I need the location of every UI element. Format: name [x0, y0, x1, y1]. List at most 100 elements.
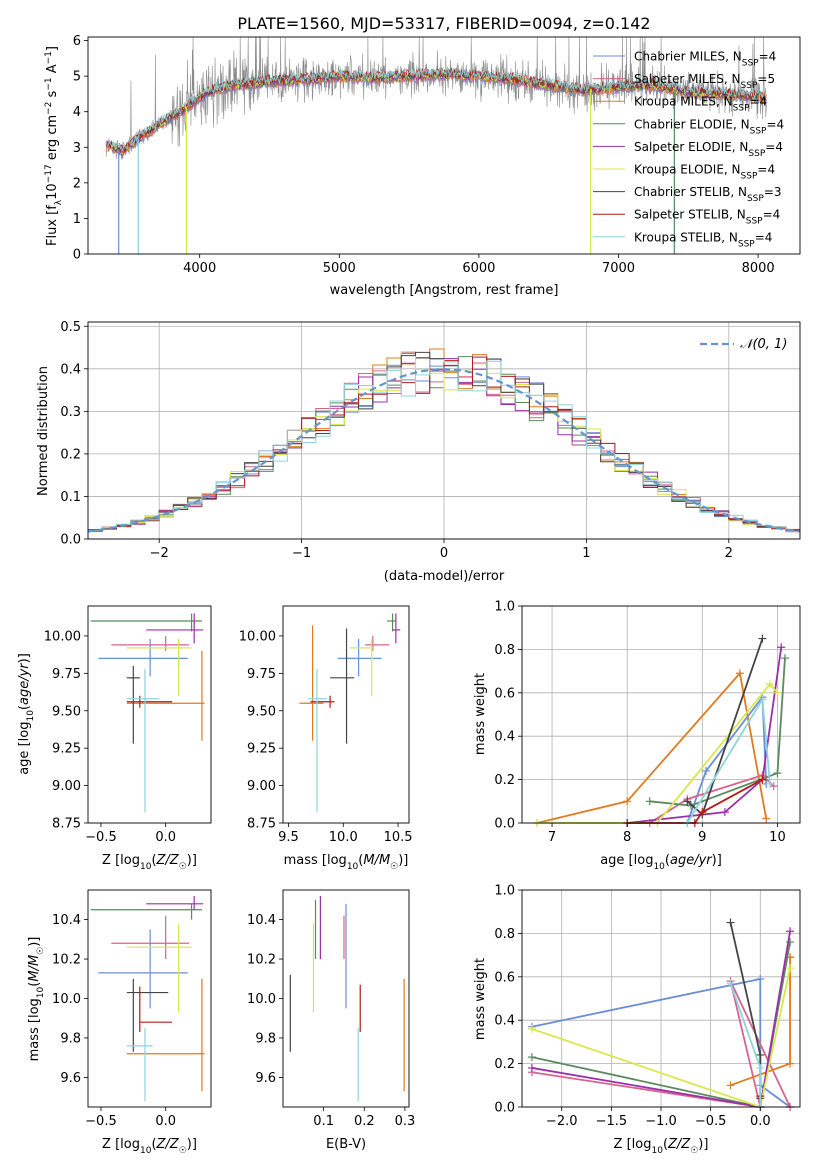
weight-point — [758, 695, 767, 704]
label-part: −2 — [44, 102, 54, 115]
model-line — [105, 66, 767, 152]
label-part: 10 — [140, 1146, 152, 1156]
x-tick-label: −2.0 — [546, 1114, 578, 1129]
label-part: SSP — [748, 149, 765, 159]
weight-series — [531, 980, 791, 1109]
y-axis-label: mass [log10(M/M☉)] — [27, 937, 46, 1062]
x-axis-label: Z [log10(Z/Z☉)] — [614, 1137, 709, 1156]
weight-point — [702, 766, 711, 775]
label-part: 10 — [653, 862, 665, 872]
label-part: ☉ — [690, 1146, 698, 1156]
x-axis-label: E(B-V) — [326, 1137, 366, 1152]
legend-label: Kroupa ELODIE, NSSP=4 — [634, 163, 775, 182]
y-axis-label: mass weight — [473, 673, 488, 755]
label-part: Chabrier ELODIE, N — [634, 117, 750, 131]
x-axis-label: Z [log10(Z/Z☉)] — [102, 853, 197, 872]
axes-frame — [282, 889, 410, 1108]
x-tick-label: 0.3 — [395, 1114, 416, 1129]
label-part: −17 — [44, 164, 54, 183]
axes-age_vs_mass: 9.5 10.0 10.5 8.75 9.00 9.25 9.50 9.75 10.00 mass… — [239, 605, 413, 872]
label-part: Kroupa MILES, N — [634, 95, 733, 109]
y-tick-label: 9.00 — [247, 779, 276, 794]
label-part: Z/Z — [667, 1137, 691, 1152]
x-tick-label: 4000 — [183, 261, 216, 276]
label-part: )] — [698, 1137, 708, 1152]
label-part: E(B-V) — [326, 1137, 366, 1152]
x-tick-label: 5000 — [323, 261, 356, 276]
label-part: Salpeter ELODIE, N — [634, 140, 748, 154]
legend-label: Salpeter ELODIE, NSSP=4 — [634, 140, 783, 159]
y-tick-label: 4 — [73, 105, 81, 120]
x-tick-label: 7 — [548, 830, 556, 845]
y-tick-label: 9.6 — [60, 1071, 81, 1086]
label-part: SSP — [741, 172, 758, 182]
label-part: Z [log — [614, 1137, 652, 1152]
y-tick-label: 0.8 — [494, 927, 515, 942]
y-tick-label: 0.2 — [494, 1057, 515, 1072]
label-part: erg cm — [45, 115, 60, 164]
weight-point — [645, 797, 654, 806]
x-tick-label: 0.1 — [313, 1114, 334, 1129]
y-tick-label: 3 — [73, 141, 81, 156]
axes-spectrum: 4000 5000 6000 7000 8000 0 1 2 3 4 5 6 wavelength [A… — [44, 34, 801, 298]
x-tick-label: 2 — [725, 546, 733, 561]
y-tick-label: 10.0 — [247, 992, 276, 1007]
y-tick-label: 0.0 — [494, 1101, 515, 1116]
label-part: M/M — [363, 853, 390, 868]
y-tick-label: 10.4 — [52, 913, 81, 928]
label-part: ] — [45, 46, 60, 51]
y-tick-label: 0.8 — [494, 643, 515, 658]
x-axis-label: Z [log10(Z/Z☉)] — [102, 1137, 197, 1156]
plot-area — [87, 348, 801, 533]
y-tick-label: 10.2 — [52, 953, 81, 968]
y-tick-label: 10.2 — [247, 953, 276, 968]
label-part: Salpeter MILES, N — [634, 72, 741, 86]
label-part: )] — [712, 853, 722, 868]
y-tick-label: 9.6 — [255, 1071, 276, 1086]
label-part: −1 — [44, 77, 54, 90]
weight-point — [756, 974, 765, 983]
label-part: M/M — [27, 955, 42, 982]
y-tick-label: 1 — [73, 212, 81, 227]
x-tick-label: 10.5 — [384, 830, 413, 845]
y-tick-label: 10.00 — [44, 629, 81, 644]
weight-series — [536, 671, 768, 824]
y-tick-label: 9.8 — [60, 1031, 81, 1046]
weight-point — [762, 814, 771, 823]
label-part: SSP — [733, 104, 750, 114]
y-tick-label: 9.8 — [255, 1031, 276, 1046]
label-part: SSP — [750, 126, 767, 136]
axes-mass_vs_EBV: 0.1 0.2 0.3 9.6 9.8 10.0 10.2 10.4 E(B-V) — [247, 889, 416, 1152]
y-axis-label: age [log10(age/yr)] — [17, 653, 36, 775]
y-tick-label: 6 — [73, 34, 81, 49]
y-tick-label: 9.75 — [52, 667, 81, 682]
weight-point — [683, 797, 692, 806]
plot-area — [105, 37, 767, 254]
x-tick-label: 0.0 — [750, 1114, 771, 1129]
label-part: Flux [f — [45, 205, 60, 246]
plot-area — [533, 634, 789, 827]
label-part: age [log — [600, 853, 653, 868]
label-part: Z/Z — [156, 853, 180, 868]
label-part: 10 — [651, 1146, 663, 1156]
x-tick-label: 6000 — [462, 261, 495, 276]
label-part: 10 — [36, 986, 46, 998]
label-part: Salpeter STELIB, N — [634, 208, 746, 222]
y-tick-label: 0.6 — [494, 686, 515, 701]
label-part: =4 — [757, 163, 775, 177]
plot-area — [90, 895, 205, 1102]
x-tick-label: −1 — [292, 546, 311, 561]
y-tick-label: 1.0 — [494, 600, 515, 615]
y-tick-label: 1.0 — [494, 884, 515, 899]
weight-series — [531, 977, 791, 1108]
weight-point — [698, 808, 707, 817]
figure-title: PLATE=1560, MJD=53317, FIBERID=0094, z=0… — [237, 14, 650, 33]
label-part: =4 — [759, 50, 777, 64]
x-tick-label: 0.2 — [354, 1114, 375, 1129]
weight-point — [720, 808, 729, 817]
label-part: )] — [27, 937, 42, 947]
weight-point — [786, 1059, 795, 1068]
